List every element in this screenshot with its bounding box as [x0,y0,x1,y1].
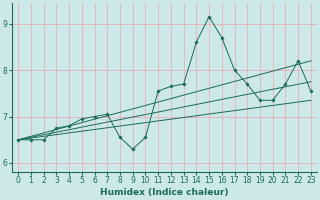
X-axis label: Humidex (Indice chaleur): Humidex (Indice chaleur) [100,188,229,197]
